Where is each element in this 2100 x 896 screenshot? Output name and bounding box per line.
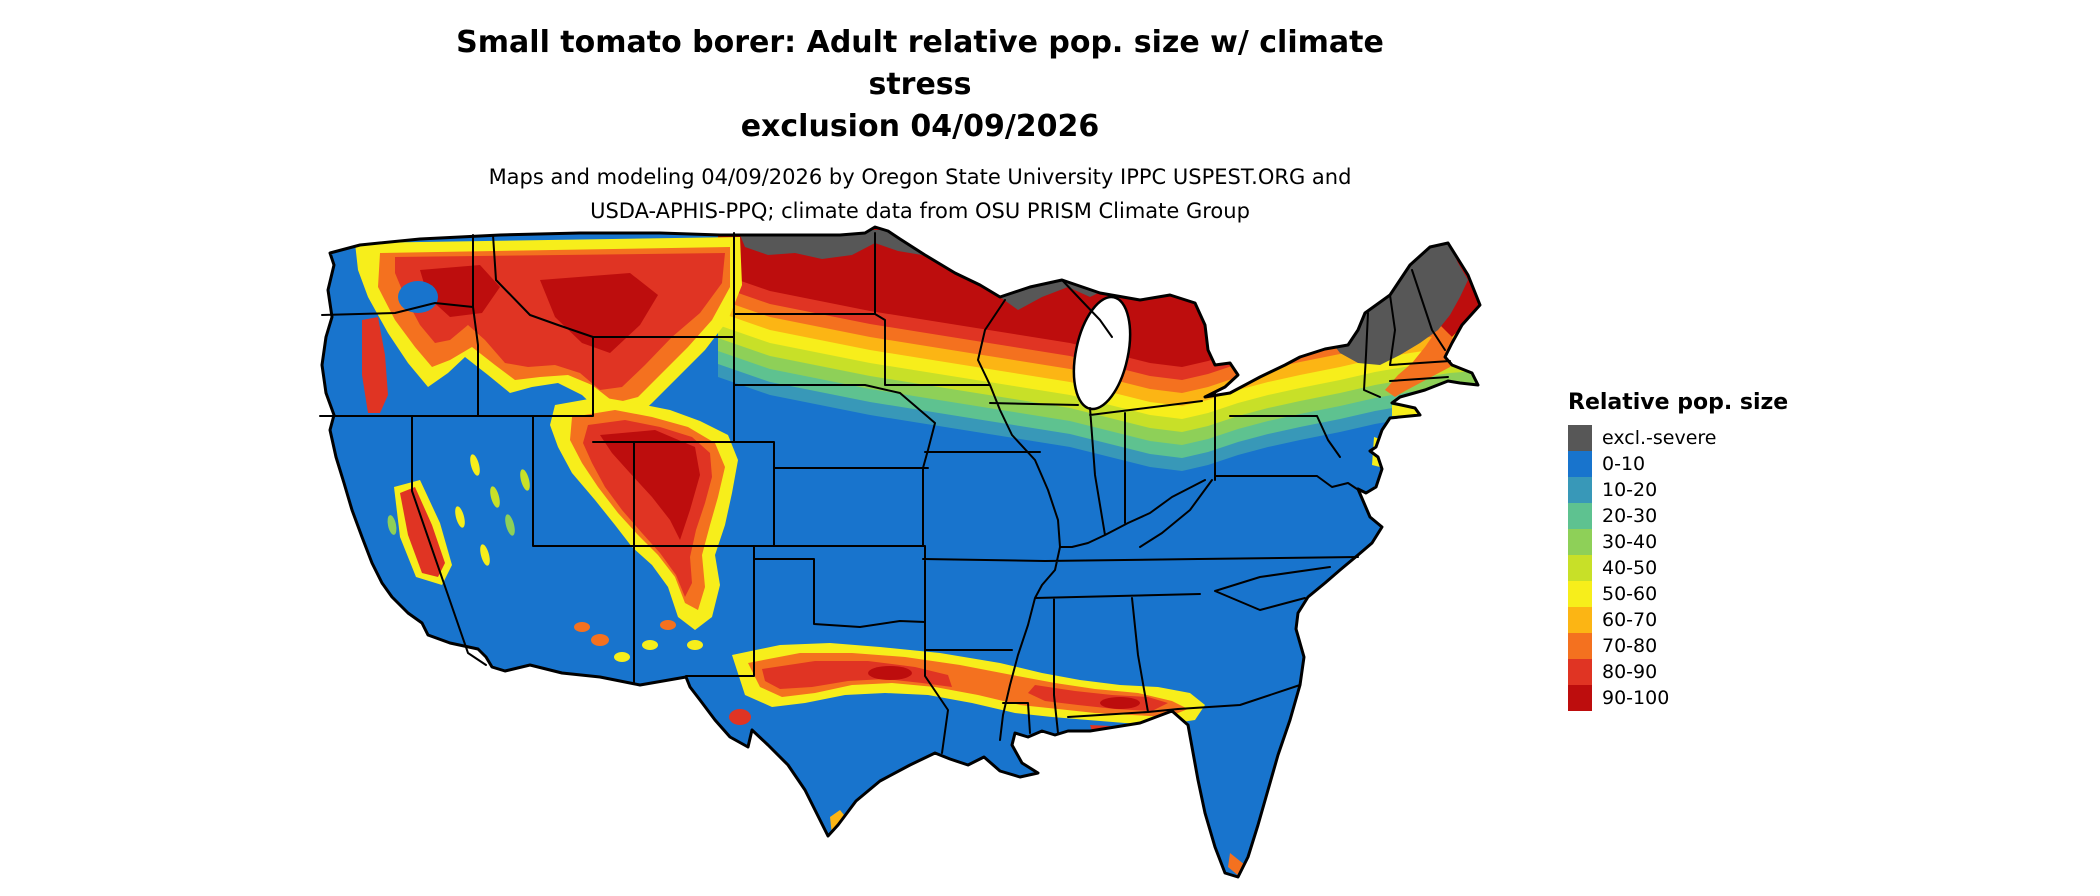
us-map-svg: [319, 225, 1482, 887]
state-borders: [319, 232, 1451, 754]
legend-item: excl.-severe: [1568, 425, 1828, 451]
legend-item: 40-50: [1568, 555, 1828, 581]
az-nm-speckles: [574, 620, 703, 662]
great-basin-speckles: [387, 454, 530, 566]
legend-item: 90-100: [1568, 685, 1828, 711]
subtitle-line-2: USDA-APHIS-PPQ; climate data from OSU PR…: [590, 199, 1250, 223]
legend-item: 70-80: [1568, 633, 1828, 659]
alabama-dark-red-spot: [1100, 697, 1140, 709]
legend-swatch: [1568, 607, 1592, 633]
legend-label: 90-100: [1602, 687, 1670, 709]
legend: Relative pop. size excl.-severe 0-10 10-…: [1568, 390, 1828, 711]
legend-label: 40-50: [1602, 557, 1658, 579]
legend-swatch: [1568, 659, 1592, 685]
subtitle-line-1: Maps and modeling 04/09/2026 by Oregon S…: [488, 165, 1352, 189]
legend-label: 0-10: [1602, 453, 1646, 475]
legend-swatch: [1568, 633, 1592, 659]
legend-label: 80-90: [1602, 661, 1658, 683]
montana-dark-red-patch: [540, 273, 658, 353]
legend-item: 10-20: [1568, 477, 1828, 503]
legend-label: 10-20: [1602, 479, 1658, 501]
big-bend-red-spot: [729, 709, 751, 725]
south-texas-coast-streak: [830, 810, 852, 843]
legend-item: 20-30: [1568, 503, 1828, 529]
legend-item: 60-70: [1568, 607, 1828, 633]
legend-swatch: [1568, 425, 1592, 451]
long-island-yellow-streak: [1392, 405, 1420, 416]
us-map-container: [300, 225, 1540, 892]
northeast-exclusion-gray: [1330, 241, 1468, 365]
legend-title: Relative pop. size: [1568, 390, 1789, 415]
legend-swatch: [1568, 555, 1592, 581]
legend-swatch: [1568, 581, 1592, 607]
legend-swatch: [1568, 685, 1592, 711]
legend-swatch: [1568, 529, 1592, 555]
legend-swatch: [1568, 477, 1592, 503]
oregon-cascades-red-streak: [362, 317, 388, 413]
page-title-line-2: exclusion 04/09/2026: [740, 109, 1100, 144]
legend-swatch: [1568, 503, 1592, 529]
map-header: Small tomato borer: Adult relative pop. …: [420, 22, 1420, 228]
legend-label: 70-80: [1602, 635, 1658, 657]
legend-label: 20-30: [1602, 505, 1658, 527]
legend-label: excl.-severe: [1602, 427, 1717, 449]
legend-label: 60-70: [1602, 609, 1658, 631]
us-outline: [320, 225, 1482, 879]
legend-item: 0-10: [1568, 451, 1828, 477]
legend-item: 30-40: [1568, 529, 1828, 555]
texas-dark-red-spot: [868, 666, 912, 680]
page-title-line-1: Small tomato borer: Adult relative pop. …: [456, 25, 1384, 102]
map-subtitle: Maps and modeling 04/09/2026 by Oregon S…: [420, 160, 1420, 228]
legend-label: 30-40: [1602, 531, 1658, 553]
legend-item: 80-90: [1568, 659, 1828, 685]
colorado-dark-red-patch: [600, 430, 700, 540]
legend-label: 50-60: [1602, 583, 1658, 605]
legend-swatch: [1568, 451, 1592, 477]
legend-item: 50-60: [1568, 581, 1828, 607]
florida-keys-dots: [1207, 877, 1255, 887]
